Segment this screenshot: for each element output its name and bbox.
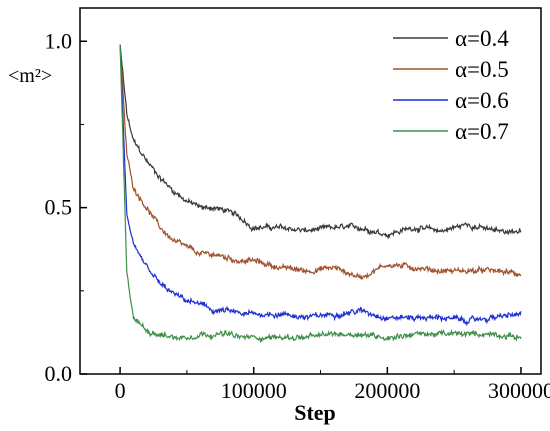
y-tick-label: 1.0 — [45, 28, 73, 53]
y-tick-label: 0.5 — [45, 195, 73, 220]
series-line-3 — [119, 44, 522, 327]
x-tick-label: 100000 — [221, 378, 287, 403]
series-layer — [119, 44, 522, 344]
x-tick-label: 200000 — [354, 378, 420, 403]
legend-label: α=0.6 — [455, 88, 509, 113]
x-tick-label: 300000 — [488, 378, 550, 403]
series-line-1 — [119, 44, 522, 240]
legend-label: α=0.4 — [455, 26, 509, 51]
x-axis-label: Step — [294, 400, 336, 425]
y-tick-label: 0.0 — [45, 361, 73, 386]
x-tick-label: 0 — [115, 378, 126, 403]
series-line-4 — [119, 44, 522, 344]
legend: α=0.4 α=0.5 α=0.6 α=0.7 — [393, 26, 509, 144]
legend-label: α=0.5 — [455, 57, 509, 82]
legend-label: α=0.7 — [455, 119, 509, 144]
ticks-layer: 0 100000 200000 300000 0.0 0.5 1.0 — [45, 28, 550, 403]
y-axis-label: <m²> — [8, 65, 52, 87]
plot-frame — [79, 7, 542, 375]
series-line-2 — [119, 44, 522, 281]
